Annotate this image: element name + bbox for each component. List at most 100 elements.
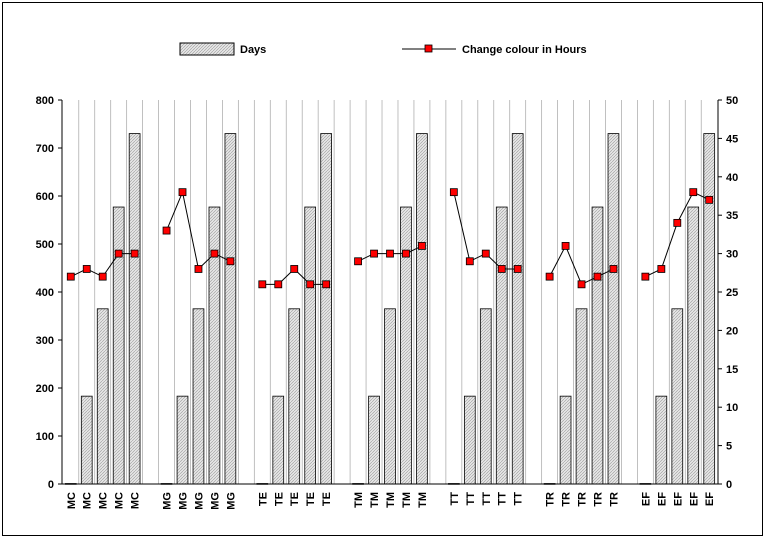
x-tick-label: TR: [545, 492, 557, 507]
bar: [687, 206, 700, 485]
line-marker: [689, 188, 698, 197]
x-tick-label: TE: [321, 492, 333, 506]
line-segment: [166, 190, 231, 270]
bar: [495, 206, 508, 485]
bar: [575, 308, 588, 485]
right-tick-label: 10: [726, 402, 738, 414]
grid: [78, 100, 702, 484]
bar: [607, 133, 620, 485]
line-marker: [226, 257, 235, 266]
bar: [655, 395, 668, 485]
x-tick-label: TM: [353, 492, 365, 508]
x-tick-label: EF: [656, 492, 668, 506]
x-tick-label: TE: [289, 492, 301, 506]
right-tick-label: 40: [726, 172, 738, 184]
line-marker: [402, 249, 410, 258]
bar: [416, 133, 428, 485]
left-tick-label: 300: [36, 335, 54, 347]
line-marker: [322, 280, 331, 289]
bar: [224, 133, 237, 485]
bar: [463, 395, 476, 485]
line-series: [66, 188, 714, 289]
legend-line-marker: [424, 44, 433, 53]
left-tick-label: 200: [36, 383, 54, 395]
bar: [479, 308, 492, 485]
x-tick-label: TT: [481, 492, 493, 506]
left-tick-label: 600: [36, 191, 54, 203]
line-marker: [673, 218, 682, 227]
line-marker: [497, 265, 506, 273]
x-tick-label: MC: [82, 492, 94, 509]
left-axis-ticks: 0 100 200 300 400 500 600 700 800: [36, 95, 62, 491]
bar: [272, 395, 285, 485]
left-tick-label: 500: [36, 239, 54, 251]
right-tick-label: 20: [726, 325, 738, 337]
bars: [64, 133, 716, 485]
x-tick-label: EF: [688, 492, 700, 506]
bar: [591, 206, 604, 485]
left-tick-label: 0: [48, 479, 54, 491]
line-marker: [577, 280, 586, 289]
x-axis-labels: MC MC MC MC MC MG MG MG MG MG TE TE TE TE TE TM TM TM TM TM…: [66, 492, 716, 510]
line-segment: [549, 244, 614, 285]
bar: [703, 133, 716, 485]
x-tick-label: TR: [577, 492, 589, 507]
x-tick-label: TM: [417, 492, 429, 508]
left-tick-label: 800: [36, 95, 54, 107]
right-tick-label: 5: [726, 441, 732, 453]
line-marker: [705, 195, 714, 204]
line-marker: [418, 242, 426, 250]
line-marker: [561, 242, 570, 250]
bar: [320, 133, 332, 485]
left-tick-label: 400: [36, 287, 54, 299]
x-tick-label: MG: [162, 492, 174, 510]
right-tick-label: 35: [726, 210, 738, 222]
bar: [176, 395, 189, 485]
bar: [400, 206, 412, 485]
bar: [559, 395, 572, 485]
x-tick-label: TT: [497, 492, 509, 506]
bar: [112, 206, 125, 485]
bar: [304, 206, 317, 485]
line-marker: [386, 249, 394, 258]
line-marker: [354, 257, 362, 266]
x-tick-label: MC: [130, 492, 142, 509]
x-tick-label: EF: [672, 492, 684, 506]
right-tick-label: 0: [726, 479, 732, 491]
x-tick-label: MC: [66, 492, 78, 509]
right-tick-label: 15: [726, 364, 738, 376]
bar: [288, 308, 301, 485]
x-tick-label: TM: [385, 492, 397, 508]
line-marker: [481, 249, 490, 258]
x-tick-label: MG: [225, 492, 237, 510]
line-marker: [194, 265, 203, 273]
left-tick-label: 100: [36, 431, 54, 443]
right-axis-ticks: 0 5 10 15 20 25 30 35 40 45 50: [718, 95, 738, 491]
bar: [80, 395, 93, 485]
line-marker: [274, 280, 283, 289]
x-tick-label: MC: [114, 492, 126, 509]
line-marker: [593, 272, 602, 281]
bar: [96, 308, 109, 485]
bar: [368, 395, 380, 485]
x-tick-label: TM: [369, 492, 381, 508]
line-marker: [98, 272, 107, 281]
line-marker: [657, 265, 666, 273]
line-marker: [130, 249, 139, 258]
legend-line-label: Change colour in Hours: [462, 44, 587, 56]
x-tick-label: TE: [305, 492, 317, 506]
x-tick-label: MC: [98, 492, 110, 509]
line-marker: [449, 188, 458, 197]
x-tick-label: TM: [401, 492, 413, 508]
bar: [671, 308, 684, 485]
line-marker: [545, 272, 554, 281]
x-tick-label: MG: [209, 492, 221, 510]
bar: [511, 133, 524, 485]
x-tick-label: MG: [193, 492, 205, 510]
line-marker: [609, 265, 618, 273]
right-tick-label: 25: [726, 287, 738, 299]
bar: [208, 206, 221, 485]
x-tick-label: TE: [257, 492, 269, 506]
x-tick-label: TT: [465, 492, 477, 506]
